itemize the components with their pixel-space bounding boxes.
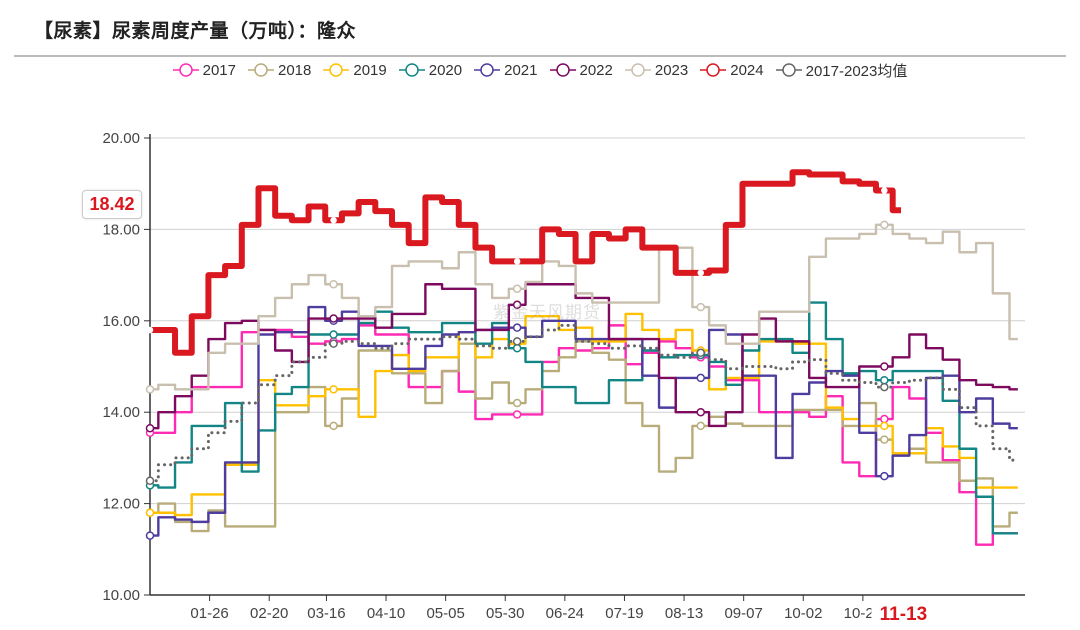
title-divider [14,55,1066,57]
data-point-marker [696,373,705,383]
x-pointer-label: 11-13 [880,604,928,625]
data-point-marker [880,421,889,431]
y-tick-label: 20.00 [102,130,140,147]
x-tick-label: 10-02 [784,605,822,622]
data-point-marker [880,414,889,424]
legend-circle-icon [700,63,727,77]
y-tick-label: 18.00 [102,221,140,238]
x-tick-label: 02-20 [250,605,288,622]
legend-item-2018[interactable]: 2018 [248,59,311,81]
data-point-marker [145,423,155,433]
legend-label: 2022 [579,61,613,79]
series-line-2018 [150,340,1018,533]
data-point-marker [880,220,889,230]
series-line-2024 [150,169,902,356]
x-tick-label: 08-13 [665,605,703,622]
data-point-marker [512,398,522,408]
series-line-2019 [150,312,1018,517]
data-point-marker [513,258,521,265]
y-tick-label: 12.00 [102,496,140,513]
series-line-2017 [150,324,1018,546]
legend-circle-icon [323,63,350,77]
data-point-marker [329,279,338,289]
legend-circle-icon [172,63,199,77]
data-point-marker [512,410,522,419]
legend-circle-icon [474,63,501,77]
data-point-marker [145,531,155,540]
y-pointer-label: 18.42 [82,190,142,219]
x-tick-label: 01-26 [190,605,228,622]
data-point-marker [329,330,338,339]
legend-circle-icon [624,63,651,77]
x-tick-label: 06-24 [546,605,584,622]
legend: 2017 2018 2019 2020 2021 2022 2023 2024 2017-202… [0,59,1080,81]
x-tick-label: 05-05 [426,605,464,622]
legend-label: 2021 [504,61,538,79]
data-point-marker [329,339,338,348]
data-point-marker [880,382,889,392]
legend-circle-icon [398,63,425,77]
data-point-marker [880,375,889,385]
x-tick-label: 03-16 [307,605,345,622]
data-point-marker [696,348,705,358]
x-tick-label: 09-07 [724,605,762,622]
legend-item-2017-2023均值[interactable]: 2017-2023均值 [775,59,908,81]
x-tick-label: 04-10 [367,605,405,622]
data-point-marker [146,326,154,334]
x-tick-label: 05-30 [486,605,524,622]
x-tick-label: 07-19 [605,605,643,622]
legend-item-2022[interactable]: 2022 [549,59,613,81]
series-line-2017-2023均值 [148,323,1020,483]
data-point-marker [512,343,522,353]
legend-circle-icon [248,63,274,77]
legend-item-2024[interactable]: 2024 [700,59,764,81]
legend-item-2021[interactable]: 2021 [474,59,538,81]
data-point-marker [329,385,338,394]
chart-title: 【尿素】尿素周度产量（万吨）：隆众 [34,20,357,42]
data-point-marker [696,302,705,312]
legend-circle-icon [549,63,576,77]
data-point-marker [145,508,155,517]
x-pointer-label-bg [871,601,936,629]
y-tick-label: 10.00 [102,587,140,604]
series-line-2020 [150,301,1018,535]
legend-item-2023[interactable]: 2023 [624,59,689,81]
legend-label: 2017 [202,61,236,79]
data-point-marker [512,337,522,346]
data-point-marker [696,407,705,417]
data-point-marker [881,187,888,194]
data-point-marker [145,385,155,394]
data-point-marker [329,314,338,323]
y-tick-label: 16.00 [102,313,140,330]
data-point-marker [512,284,522,294]
legend-label: 2024 [730,61,764,79]
data-point-marker [880,471,889,481]
data-point-marker [880,435,889,444]
legend-label: 2018 [278,61,312,79]
legend-label: 2019 [353,61,387,79]
data-point-marker [145,476,155,485]
legend-circle-icon [775,63,802,77]
watermark: 紫金天风期货 [493,303,601,322]
legend-item-2020[interactable]: 2020 [398,59,463,81]
legend-label: 2020 [428,61,463,79]
y-tick-label: 14.00 [102,404,140,421]
data-point-marker [696,421,705,431]
data-point-marker [330,217,337,224]
data-point-marker [880,362,889,371]
legend-label: 2023 [654,61,689,79]
legend-label: 2017-2023均值 [805,62,908,80]
data-point-marker [697,269,704,277]
data-point-marker [512,323,522,332]
data-point-marker [329,421,338,431]
legend-item-2019[interactable]: 2019 [323,59,387,81]
data-point-marker [512,300,522,310]
legend-item-2017[interactable]: 2017 [172,59,236,81]
